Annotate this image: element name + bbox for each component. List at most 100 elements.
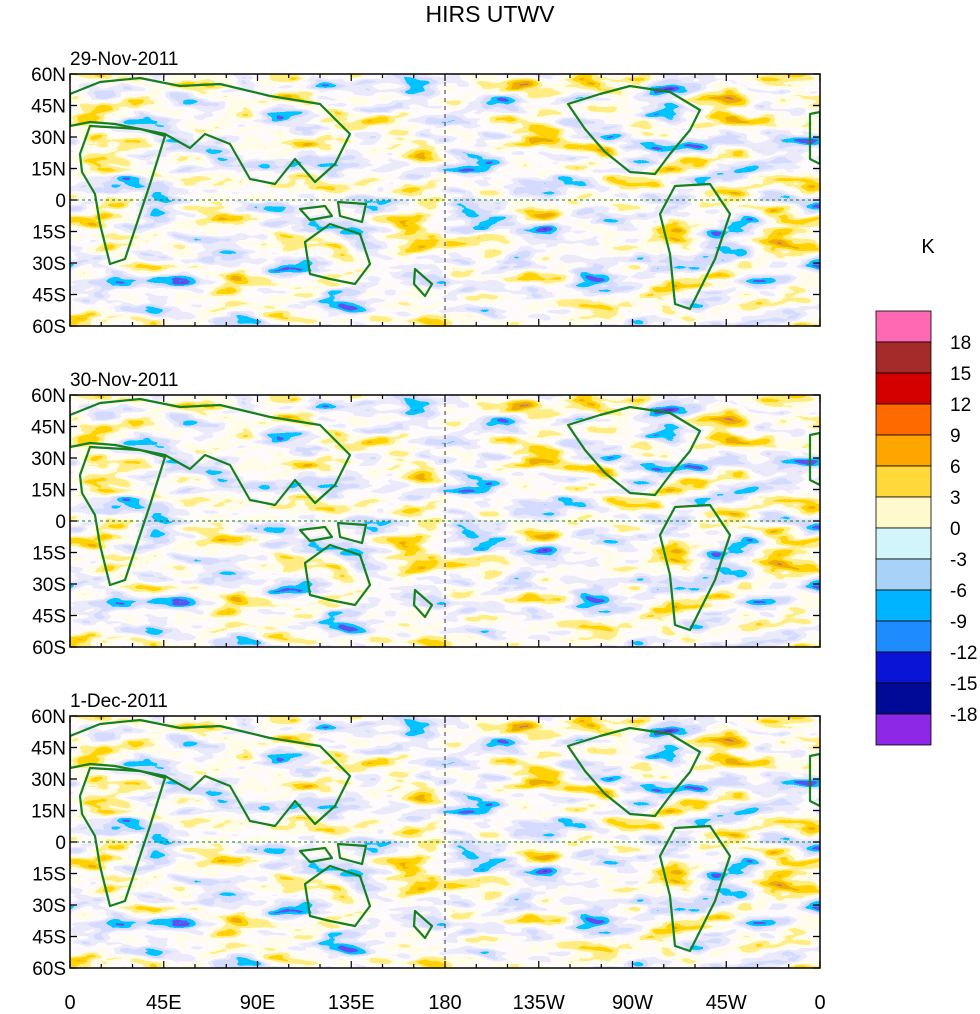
colorbar-level: 18 xyxy=(950,333,971,354)
lat-label: 0 xyxy=(55,833,66,854)
map-field xyxy=(70,716,820,968)
lat-label: 60N xyxy=(31,707,66,728)
colorbar-level: 15 xyxy=(950,364,971,385)
continent-outline xyxy=(808,431,820,487)
continent-outline xyxy=(303,543,372,607)
continent-outline xyxy=(336,521,368,545)
map-panel: 60N 45N 30N 15N 0 15S 30S 45S 60S 30-Nov-2011 xyxy=(31,370,821,659)
continent-outline xyxy=(658,503,732,632)
lon-label: 135E xyxy=(328,992,375,1014)
panel-date: 29-Nov-2011 xyxy=(70,49,178,70)
continent-outline xyxy=(298,525,334,543)
panel-date: 30-Nov-2011 xyxy=(70,370,178,391)
figure-title: HIRS UTWV xyxy=(425,1,555,27)
lat-label: 30N xyxy=(31,449,66,470)
colorbar-swatch xyxy=(875,527,932,560)
lat-label: 45S xyxy=(32,928,66,949)
continent-outline xyxy=(303,864,372,928)
continent-outline xyxy=(412,267,434,298)
continent-outline xyxy=(808,752,820,808)
map-field xyxy=(70,395,820,647)
colorbar-swatch xyxy=(875,310,932,343)
continent-outline xyxy=(566,726,702,818)
lat-label: 60S xyxy=(32,638,66,659)
lat-label: 45N xyxy=(31,739,66,760)
colorbar-level: -12 xyxy=(950,643,977,664)
lat-label: 15N xyxy=(31,802,66,823)
colorbar-level: -6 xyxy=(950,581,967,602)
colorbar-level: -15 xyxy=(950,674,977,695)
lat-label: 30S xyxy=(32,896,66,917)
lat-label: 15S xyxy=(32,223,66,244)
panel-date: 1-Dec-2011 xyxy=(70,691,168,712)
colorbar-swatch xyxy=(875,372,932,405)
lat-label: 30N xyxy=(31,770,66,791)
colorbar-swatch xyxy=(875,651,932,684)
lat-label: 60N xyxy=(31,386,66,407)
lon-label: 135W xyxy=(513,992,565,1014)
map-panels: 60N45N30N15N015S30S45S60S29-Nov-201160N4… xyxy=(31,49,821,980)
colorbar-level: 9 xyxy=(950,426,961,447)
continent-outline xyxy=(336,200,368,224)
lat-label: 45S xyxy=(32,286,66,307)
lon-label: 90E xyxy=(240,992,276,1014)
lat-label: 45S xyxy=(32,607,66,628)
lat-label: 60N xyxy=(31,65,66,86)
lat-label: 0 xyxy=(55,191,66,212)
lat-label: 15N xyxy=(31,160,66,181)
continent-outline xyxy=(566,405,702,497)
colorbar-level: -3 xyxy=(950,550,967,571)
lon-label: 0 xyxy=(814,992,825,1014)
longitude-axis: 0 45E 90E 135E 180 135W 90W 45W 0 xyxy=(64,992,825,1014)
lon-label: 90W xyxy=(612,992,653,1014)
lat-label: 30S xyxy=(32,575,66,596)
continent-outline xyxy=(78,445,167,587)
continent-outline xyxy=(298,846,334,864)
continent-outline xyxy=(336,842,368,866)
continent-outline xyxy=(78,124,167,266)
continent-outline xyxy=(658,182,732,311)
colorbar-level: 3 xyxy=(950,488,961,509)
colorbar-level: 12 xyxy=(950,395,971,416)
lat-label: 30N xyxy=(31,128,66,149)
colorbar-swatch xyxy=(875,434,932,467)
continent-outline xyxy=(808,110,820,166)
colorbar-swatch xyxy=(875,682,932,715)
lon-label: 45W xyxy=(706,992,747,1014)
continent-outline xyxy=(412,588,434,619)
map-panel: 60N 45N 30N 15N 0 15S 30S 45S 60S 1-Dec-2011 xyxy=(31,691,821,980)
colorbar-unit: K xyxy=(921,236,935,258)
lat-label: 60S xyxy=(32,317,66,338)
lon-label: 45E xyxy=(146,992,182,1014)
continent-outline xyxy=(658,824,732,953)
lon-label: 180 xyxy=(428,992,461,1014)
colorbar-swatch xyxy=(875,620,932,653)
colorbar-swatch xyxy=(875,465,932,498)
continent-outline xyxy=(412,909,434,940)
colorbar-swatch xyxy=(875,713,932,746)
lon-label: 0 xyxy=(64,992,75,1014)
colorbar-swatch xyxy=(875,341,932,374)
lat-label: 45N xyxy=(31,418,66,439)
lat-label: 30S xyxy=(32,254,66,275)
continent-outline xyxy=(78,766,167,908)
continent-outline xyxy=(70,718,352,828)
continent-outline xyxy=(566,84,702,176)
lat-label: 15S xyxy=(32,865,66,886)
colorbar-level: 6 xyxy=(950,457,961,478)
map-panel: 60N 45N 30N 15N 0 15S 30S 45S 60S 29-Nov-2011 xyxy=(31,49,821,338)
lat-label: 60S xyxy=(32,959,66,980)
colorbar-swatch xyxy=(875,558,932,591)
continent-outline xyxy=(70,76,352,186)
lat-label: 45N xyxy=(31,97,66,118)
colorbar-level: 0 xyxy=(950,519,961,540)
colorbar-level: -9 xyxy=(950,612,967,633)
colorbar-swatch xyxy=(875,496,932,529)
colorbar-level: -18 xyxy=(950,705,977,726)
continent-outline xyxy=(303,222,372,286)
continent-outline xyxy=(70,397,352,507)
lat-label: 15N xyxy=(31,481,66,502)
continent-outline xyxy=(298,204,334,222)
colorbar-swatch xyxy=(875,403,932,436)
